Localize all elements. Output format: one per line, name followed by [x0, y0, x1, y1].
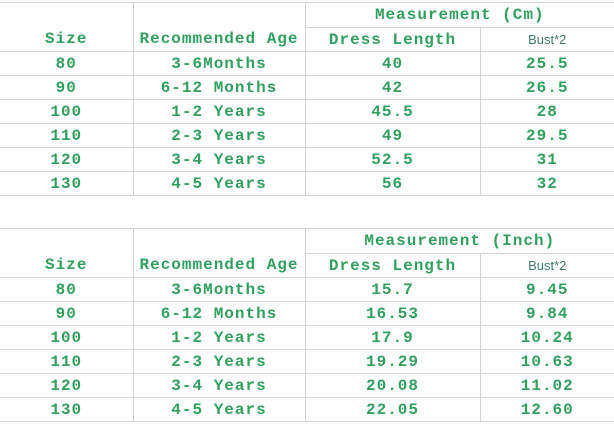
- table-row: 130 4-5 Years 22.05 12.60: [0, 397, 614, 422]
- cell-age: 6-12 Months: [132, 75, 306, 100]
- table-row: 120 3-4 Years 20.08 11.02: [0, 373, 614, 398]
- cell-size: 130: [0, 171, 134, 196]
- table-row: 90 6-12 Months 16.53 9.84: [0, 301, 614, 326]
- cell-dress-length: 17.9: [304, 325, 481, 350]
- cell-age: 3-6Months: [132, 277, 306, 302]
- size-chart-table-cm: Size Recommended Age Measurement (Cm) Dr…: [0, 2, 614, 196]
- col-header-recommended-age: Recommended Age: [132, 228, 306, 278]
- cell-age: 3-4 Years: [132, 147, 306, 172]
- cell-size: 110: [0, 349, 134, 374]
- cell-age: 6-12 Months: [132, 301, 306, 326]
- cell-age: 2-3 Years: [132, 123, 306, 148]
- cell-dress-length: 19.29: [304, 349, 481, 374]
- cell-age: 4-5 Years: [132, 397, 306, 422]
- cell-bust: 31: [479, 147, 614, 172]
- col-header-dress-length: Dress Length: [304, 27, 481, 52]
- col-header-bust: Bust*2: [479, 27, 614, 52]
- size-chart-table-inch: Size Recommended Age Measurement (Inch) …: [0, 228, 614, 422]
- cell-size: 80: [0, 51, 134, 76]
- table-row: 120 3-4 Years 52.5 31: [0, 147, 614, 172]
- col-header-dress-length: Dress Length: [304, 253, 481, 278]
- cell-bust: 32: [479, 171, 614, 196]
- cell-bust: 29.5: [479, 123, 614, 148]
- cell-age: 3-6Months: [132, 51, 306, 76]
- cell-size: 100: [0, 325, 134, 350]
- cell-dress-length: 16.53: [304, 301, 481, 326]
- cell-dress-length: 52.5: [304, 147, 481, 172]
- cell-dress-length: 42: [304, 75, 481, 100]
- cell-bust: 11.02: [479, 373, 614, 398]
- cell-size: 90: [0, 301, 134, 326]
- col-header-recommended-age: Recommended Age: [132, 2, 306, 52]
- col-header-size: Size: [0, 2, 134, 52]
- cell-age: 1-2 Years: [132, 325, 306, 350]
- cell-bust: 10.24: [479, 325, 614, 350]
- cell-bust: 9.45: [479, 277, 614, 302]
- col-header-bust: Bust*2: [479, 253, 614, 278]
- cell-size: 110: [0, 123, 134, 148]
- table-row: 110 2-3 Years 19.29 10.63: [0, 349, 614, 374]
- cell-dress-length: 56: [304, 171, 481, 196]
- cell-age: 2-3 Years: [132, 349, 306, 374]
- cell-age: 1-2 Years: [132, 99, 306, 124]
- cell-dress-length: 20.08: [304, 373, 481, 398]
- cell-bust: 26.5: [479, 75, 614, 100]
- cell-bust: 9.84: [479, 301, 614, 326]
- cell-dress-length: 49: [304, 123, 481, 148]
- table-row: 110 2-3 Years 49 29.5: [0, 123, 614, 148]
- table-row: 80 3-6Months 40 25.5: [0, 51, 614, 76]
- cell-dress-length: 22.05: [304, 397, 481, 422]
- table-row: 130 4-5 Years 56 32: [0, 171, 614, 196]
- cell-bust: 10.63: [479, 349, 614, 374]
- cell-age: 3-4 Years: [132, 373, 306, 398]
- table-row: 100 1-2 Years 17.9 10.24: [0, 325, 614, 350]
- cell-bust: 25.5: [479, 51, 614, 76]
- table-row: 90 6-12 Months 42 26.5: [0, 75, 614, 100]
- cell-size: 100: [0, 99, 134, 124]
- cell-size: 90: [0, 75, 134, 100]
- table-row: 80 3-6Months 15.7 9.45: [0, 277, 614, 302]
- table-row: 100 1-2 Years 45.5 28: [0, 99, 614, 124]
- cell-age: 4-5 Years: [132, 171, 306, 196]
- cell-bust: 28: [479, 99, 614, 124]
- cell-dress-length: 40: [304, 51, 481, 76]
- measurement-unit-header-cm: Measurement (Cm): [304, 2, 614, 28]
- cell-dress-length: 15.7: [304, 277, 481, 302]
- col-header-size: Size: [0, 228, 134, 278]
- cell-size: 80: [0, 277, 134, 302]
- cell-size: 130: [0, 397, 134, 422]
- measurement-unit-header-inch: Measurement (Inch): [304, 228, 614, 254]
- cell-size: 120: [0, 147, 134, 172]
- cell-bust: 12.60: [479, 397, 614, 422]
- cell-dress-length: 45.5: [304, 99, 481, 124]
- cell-size: 120: [0, 373, 134, 398]
